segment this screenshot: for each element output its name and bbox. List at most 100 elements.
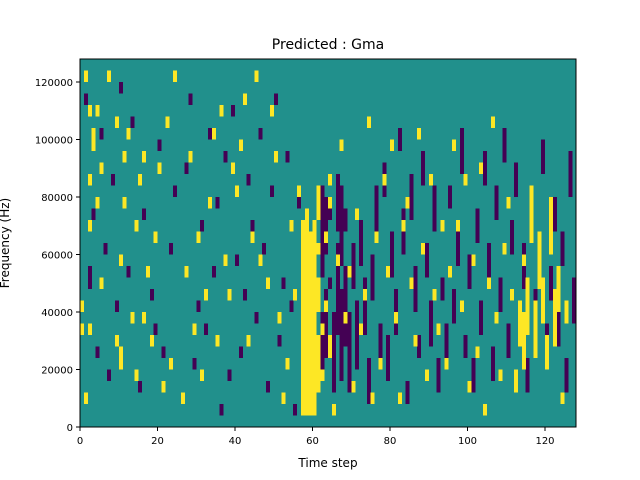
heatmap-cell-high	[254, 70, 259, 82]
heatmap-cell-low	[572, 277, 577, 324]
heatmap-cell-low	[184, 162, 189, 174]
heatmap-cell-low	[355, 300, 360, 370]
heatmap-cell-low	[552, 197, 557, 232]
heatmap-cell-high	[99, 162, 104, 174]
heatmap-cell-high	[258, 254, 263, 266]
x-tick-label: 100	[458, 436, 477, 447]
y-axis: 0 20000 40000 60000 80000 100000 120000	[35, 78, 80, 434]
heatmap-cell-high	[242, 93, 247, 105]
heatmap-cell-low	[246, 174, 251, 186]
heatmap-cell-low	[200, 220, 205, 232]
heatmap-cell-low	[424, 243, 429, 278]
heatmap-cell-high	[424, 369, 429, 381]
heatmap-cell-low	[235, 254, 240, 266]
heatmap-cell-low	[351, 243, 356, 289]
heatmap-cell-low	[502, 128, 507, 163]
heatmap-cell-low	[293, 404, 298, 416]
heatmap-cell-low	[359, 220, 364, 266]
heatmap-cell-low	[114, 300, 119, 312]
heatmap-cell-high	[529, 185, 534, 243]
heatmap-cell-high	[184, 266, 189, 278]
heatmap-cell-high	[289, 220, 294, 232]
heatmap-cell-high	[514, 369, 519, 393]
x-tick-label: 80	[384, 436, 397, 447]
heatmap-cell-high	[502, 243, 507, 255]
heatmap-cell-low	[215, 197, 220, 209]
heatmap-cell-low	[320, 312, 325, 381]
x-axis: 0 20 40 60 80 100 120	[77, 427, 555, 447]
heatmap-cell-high	[521, 312, 526, 370]
heatmap-cell-high	[266, 277, 271, 289]
heatmap-cell-high	[455, 220, 460, 232]
heatmap-cell-low	[479, 300, 484, 335]
heatmap-cell-low	[347, 312, 352, 393]
y-tick-label: 100000	[35, 136, 73, 147]
heatmap-cell-high	[374, 231, 379, 243]
heatmap-cell-high	[324, 231, 329, 243]
heatmap-cell-high	[351, 381, 356, 393]
heatmap-cell-high	[328, 174, 333, 186]
heatmap-cell-high	[510, 289, 515, 301]
heatmap-cell-high	[459, 300, 464, 312]
heatmap-cell-high	[169, 358, 174, 370]
heatmap-cell-low	[231, 105, 236, 117]
heatmap-cell-low	[331, 312, 336, 393]
heatmap-cell-high	[393, 312, 398, 324]
heatmap-cell-high	[145, 266, 150, 278]
y-tick-label: 120000	[35, 78, 73, 89]
heatmap-cell-high	[153, 231, 158, 243]
heatmap-cell-high	[107, 70, 112, 82]
heatmap-cell-high	[324, 300, 329, 312]
heatmap-cell-low	[281, 277, 286, 289]
heatmap-cell-low	[409, 174, 414, 220]
heatmap-cell-low	[192, 358, 197, 370]
heatmap-cell-low	[335, 174, 340, 232]
heatmap-cell-low	[475, 208, 480, 243]
heatmap-cell-high	[556, 266, 561, 312]
heatmap-cell-low	[277, 335, 282, 347]
heatmap-cell-low	[169, 243, 174, 255]
heatmap-cell-low	[448, 185, 453, 209]
heatmap-cell-high	[533, 300, 538, 358]
heatmap-cell-high	[498, 369, 503, 381]
heatmap-cell-high	[413, 335, 418, 347]
heatmap-cell-high	[231, 162, 236, 174]
heatmap-cell-low	[444, 323, 449, 370]
heatmap-cell-low	[153, 323, 158, 335]
heatmap-cell-high	[409, 277, 414, 289]
heatmap-cell-low	[397, 128, 402, 151]
heatmap-cell-low	[258, 128, 263, 140]
heatmap-cell-high	[316, 335, 321, 393]
heatmap-cell-high	[343, 312, 348, 324]
heatmap-cell-high	[475, 346, 480, 358]
heatmap-cell-high	[335, 254, 340, 266]
heatmap-cell-high	[196, 231, 201, 243]
heatmap-cell-high	[421, 243, 426, 255]
heatmap-cell-high	[401, 220, 406, 232]
heatmap-cell-high	[285, 358, 290, 370]
heatmap-cell-low	[285, 151, 290, 163]
heatmap-cell-high	[87, 105, 92, 117]
heatmap-cell-low	[99, 128, 104, 140]
heatmap-cell-high	[114, 116, 119, 128]
heatmap-cell-low	[95, 346, 100, 358]
heatmap-cell-high	[149, 335, 154, 347]
heatmap-cell-high	[479, 162, 484, 174]
heatmap-cell-high	[545, 335, 550, 370]
heatmap-cell-high	[223, 254, 228, 266]
heatmap-cell-low	[483, 151, 488, 186]
heatmap-cell-low	[273, 93, 278, 105]
heatmap-cell-high	[486, 277, 491, 289]
heatmap-cell-low	[242, 289, 247, 301]
heatmap-cell-low	[250, 220, 255, 232]
heatmap-cell-high	[211, 128, 216, 140]
heatmap-cell-low	[514, 162, 519, 197]
heatmap-cell-low	[490, 346, 495, 381]
heatmap-cell-high	[281, 392, 286, 404]
heatmap-cell-low	[328, 208, 333, 220]
heatmap-cell-high	[506, 197, 511, 209]
heatmap-cell-high	[521, 254, 526, 266]
heatmap-cell-high	[467, 381, 472, 393]
heatmap-cell-low	[196, 300, 201, 312]
heatmap-cell-low	[324, 289, 329, 358]
